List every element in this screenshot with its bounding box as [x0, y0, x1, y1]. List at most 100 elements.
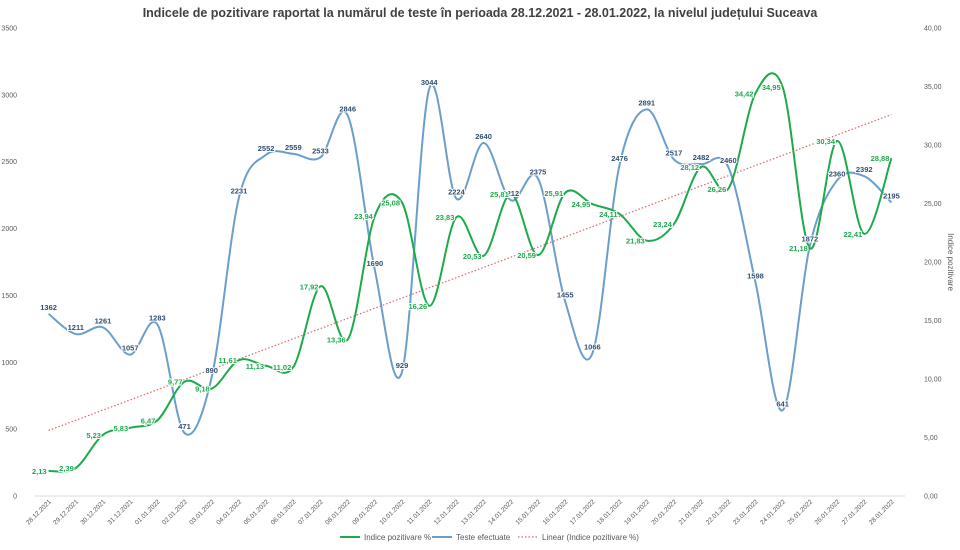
- tests-data-label: 2224: [448, 188, 466, 197]
- x-tick-label: 14.01.2022: [487, 498, 515, 526]
- tests-series-line: [47, 84, 893, 436]
- tests-data-label: 2891: [638, 98, 655, 107]
- right-axis-tick-label: 25,00: [924, 201, 942, 208]
- axes-group: 0 500 1000 1500 2000 2500 3000 3500 0,00 5,00 10,0…: [1, 26, 955, 527]
- x-tick-label: 09.01.2022: [351, 498, 379, 526]
- positivity-data-label: 23,83: [436, 213, 455, 222]
- positivity-data-label: 34,42: [735, 89, 754, 98]
- trendline: [48, 114, 892, 432]
- x-tick-label: 17.01.2022: [569, 498, 597, 526]
- x-tick-label: 25.01.2022: [786, 498, 814, 526]
- tests-data-label: 3044: [421, 78, 439, 87]
- positivity-data-label: 13,36: [327, 336, 346, 345]
- x-tick-label: 07.01.2022: [297, 498, 325, 526]
- tests-data-label: 2533: [312, 146, 329, 155]
- x-tick-label: 27.01.2022: [841, 498, 869, 526]
- positivity-data-label: 34,95: [762, 83, 781, 92]
- tests-data-label: 1690: [367, 259, 384, 268]
- positivity-data-label: 5,83: [114, 424, 129, 433]
- right-axis-tick-label: 30,00: [924, 143, 942, 150]
- tests-data-label: 2846: [339, 104, 356, 113]
- x-tick-label: 04.01.2022: [215, 498, 243, 526]
- positivity-data-label: 20,53: [463, 252, 482, 261]
- right-axis-tick-label: 15,00: [924, 318, 942, 325]
- positivity-data-label: 11,13: [246, 362, 264, 371]
- left-axis-tick-label: 1000: [1, 360, 17, 367]
- tests-data-label: 2212: [502, 189, 519, 198]
- legend-label-positivity: Indice pozitivare %: [364, 533, 431, 542]
- tests-data-label: 2360: [829, 169, 846, 178]
- x-tick-label: 03.01.2022: [188, 498, 216, 526]
- legend-group: Indice pozitivare % Teste efectuate Linear…: [340, 533, 639, 542]
- left-axis-tick-label: 2500: [1, 159, 17, 166]
- tests-data-label: 1455: [557, 290, 574, 299]
- tests-data-label: 1362: [40, 303, 57, 312]
- right-axis-tick-label: 5,00: [924, 435, 938, 442]
- positivity-data-label: 25,91: [544, 189, 563, 198]
- x-tick-label: 22.01.2022: [705, 498, 733, 526]
- tests-data-label: 929: [396, 361, 409, 370]
- positivity-data-label: 11,61: [219, 356, 237, 365]
- tests-data-label: 641: [776, 399, 789, 408]
- right-axis-tick-label: 20,00: [924, 260, 942, 267]
- x-tick-label: 12.01.2022: [433, 498, 461, 526]
- x-tick-label: 15.01.2022: [514, 498, 542, 526]
- positivity-data-label: 5,23: [86, 431, 101, 440]
- x-tick-label: 01.01.2022: [134, 498, 162, 526]
- tests-data-label: 1057: [122, 344, 139, 353]
- x-tick-label: 13.01.2022: [460, 498, 488, 526]
- tests-data-label: 471: [178, 422, 191, 431]
- tests-data-label: 890: [205, 366, 218, 375]
- x-tick-label: 23.01.2022: [732, 498, 760, 526]
- x-tick-label: 30.12.2021: [79, 498, 107, 526]
- positivity-data-label: 16,26: [408, 302, 427, 311]
- tests-data-label: 1211: [68, 323, 84, 332]
- positivity-data-label: 9,77: [168, 378, 183, 387]
- positivity-data-label: 2,39: [59, 464, 74, 473]
- positivity-data-label: 28,12: [680, 163, 699, 172]
- right-axis-tick-label: 35,00: [924, 84, 942, 91]
- tests-data-label: 1066: [584, 342, 601, 351]
- positivity-data-label: 28,88: [871, 154, 890, 163]
- tests-data-label: 2640: [475, 132, 492, 141]
- x-tick-label: 24.01.2022: [759, 498, 787, 526]
- tests-data-label: 2375: [530, 167, 547, 176]
- positivity-data-label: 23,24: [653, 220, 673, 229]
- right-axis-tick-label: 40,00: [924, 26, 942, 33]
- tests-data-label: 2552: [258, 144, 275, 153]
- x-tick-label: 08.01.2022: [324, 498, 352, 526]
- legend-label-trendline: Linear (Indice pozitivare %): [542, 533, 639, 542]
- positivity-series-line: [48, 72, 893, 473]
- x-tick-label: 11.01.2022: [406, 498, 434, 526]
- positivity-data-label: 21,18: [789, 244, 808, 253]
- positivity-series-group: [48, 72, 893, 473]
- positivity-data-label: 22,41: [843, 230, 862, 239]
- positivity-data-label: 26,26: [708, 185, 727, 194]
- tests-data-label: 2231: [231, 187, 248, 196]
- x-tick-label: 31.12.2021: [107, 498, 135, 526]
- tests-data-label: 1261: [95, 316, 112, 325]
- left-axis-tick-label: 2000: [1, 226, 17, 233]
- tests-data-label: 2559: [285, 143, 302, 152]
- right-axis-title: Indice pozitivare: [946, 233, 955, 291]
- positivity-data-label: 24,95: [572, 200, 591, 209]
- positivity-data-label: 9,18: [195, 385, 210, 394]
- x-tick-label: 26.01.2022: [813, 498, 841, 526]
- tests-data-label: 1283: [149, 313, 166, 322]
- x-tick-label: 20.01.2022: [650, 498, 678, 526]
- x-tick-label: 29.12.2021: [52, 498, 80, 526]
- x-tick-label: 06.01.2022: [270, 498, 298, 526]
- legend-label-tests: Teste efectuate: [456, 533, 511, 542]
- data-labels-group: 1362 1211 1261 1057 1283 471 890 2231 2552 2559 25…: [31, 77, 901, 477]
- positivity-data-label: 2,13: [32, 467, 47, 476]
- tests-data-label: 2476: [611, 154, 628, 163]
- x-tick-label: 19.01.2022: [623, 498, 651, 526]
- left-axis-tick-label: 1500: [1, 293, 17, 300]
- tests-data-label: 2392: [856, 165, 873, 174]
- left-axis-tick-label: 3000: [1, 92, 17, 99]
- tests-data-label: 2482: [693, 153, 710, 162]
- left-axis-tick-label: 500: [5, 427, 17, 434]
- tests-data-label: 2195: [883, 191, 900, 200]
